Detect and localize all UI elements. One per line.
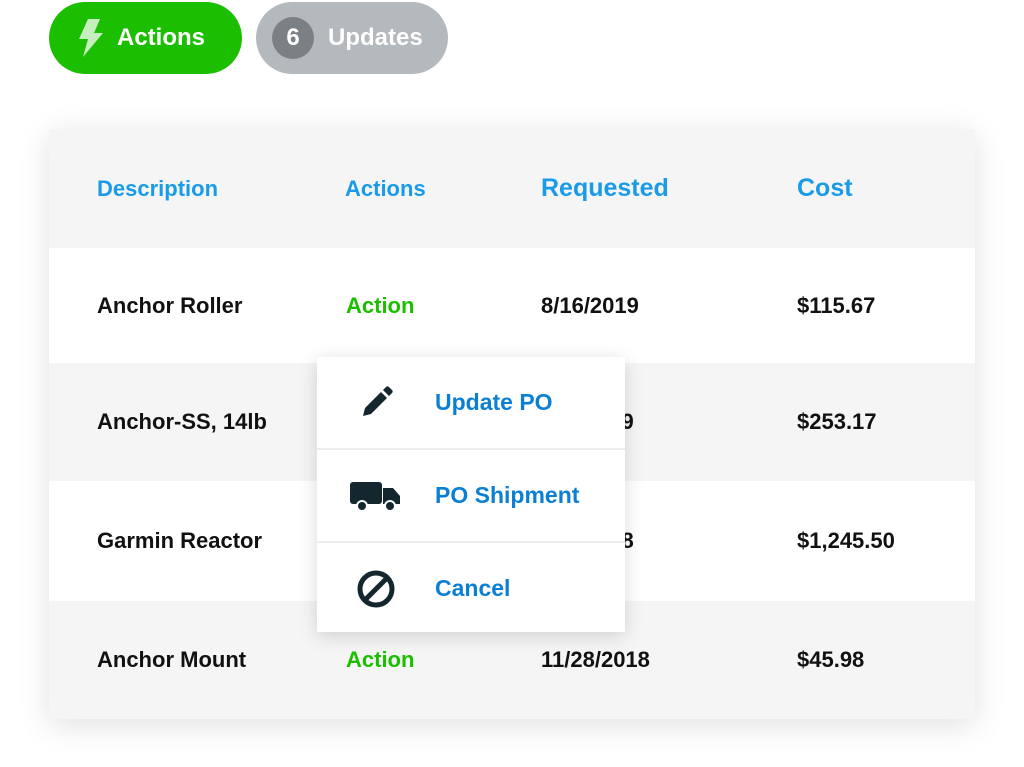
- menu-item-update-po[interactable]: Update PO: [317, 357, 625, 450]
- cost-cell: $115.67: [797, 292, 876, 318]
- table-row[interactable]: Anchor Roller Action 8/16/2019 $115.67: [49, 248, 975, 363]
- actions-tab-button[interactable]: Actions: [49, 2, 242, 74]
- updates-tab-button[interactable]: 6 Updates: [256, 2, 448, 74]
- menu-item-label: Update PO: [435, 389, 553, 415]
- updates-count-badge: 6: [272, 17, 314, 59]
- action-link[interactable]: Action: [346, 647, 415, 672]
- description-cell: Garmin Reactor: [97, 528, 263, 553]
- action-dropdown-menu: Update PO PO Shipment Cancel: [317, 357, 625, 632]
- menu-item-label: Cancel: [435, 575, 511, 601]
- actions-tab-label: Actions: [117, 24, 206, 51]
- truck-icon: [317, 480, 435, 512]
- action-link[interactable]: Action: [346, 292, 415, 318]
- table-header: Description Actions Requested Cost: [49, 129, 975, 248]
- requested-cell: 11/28/2018: [541, 647, 650, 672]
- menu-pointer: [353, 336, 401, 358]
- pencil-icon: [317, 385, 435, 420]
- header-requested: Requested: [541, 174, 669, 202]
- cost-cell: $253.17: [797, 409, 877, 434]
- ban-icon: [317, 569, 435, 609]
- menu-item-label: PO Shipment: [435, 482, 580, 508]
- requested-cell: 8/16/2019: [541, 292, 639, 318]
- description-cell: Anchor-SS, 14lb: [97, 409, 267, 434]
- description-cell: Anchor Roller: [97, 292, 243, 318]
- header-cost: Cost: [797, 174, 853, 202]
- menu-item-po-shipment[interactable]: PO Shipment: [317, 450, 625, 543]
- header-actions: Actions: [345, 175, 426, 201]
- updates-tab-label: Updates: [328, 24, 423, 51]
- lightning-icon: [79, 19, 103, 57]
- description-cell: Anchor Mount: [97, 647, 247, 672]
- cost-cell: $45.98: [797, 647, 865, 672]
- cost-cell: $1,245.50: [797, 528, 895, 553]
- header-description: Description: [97, 175, 219, 201]
- menu-item-cancel[interactable]: Cancel: [317, 543, 625, 634]
